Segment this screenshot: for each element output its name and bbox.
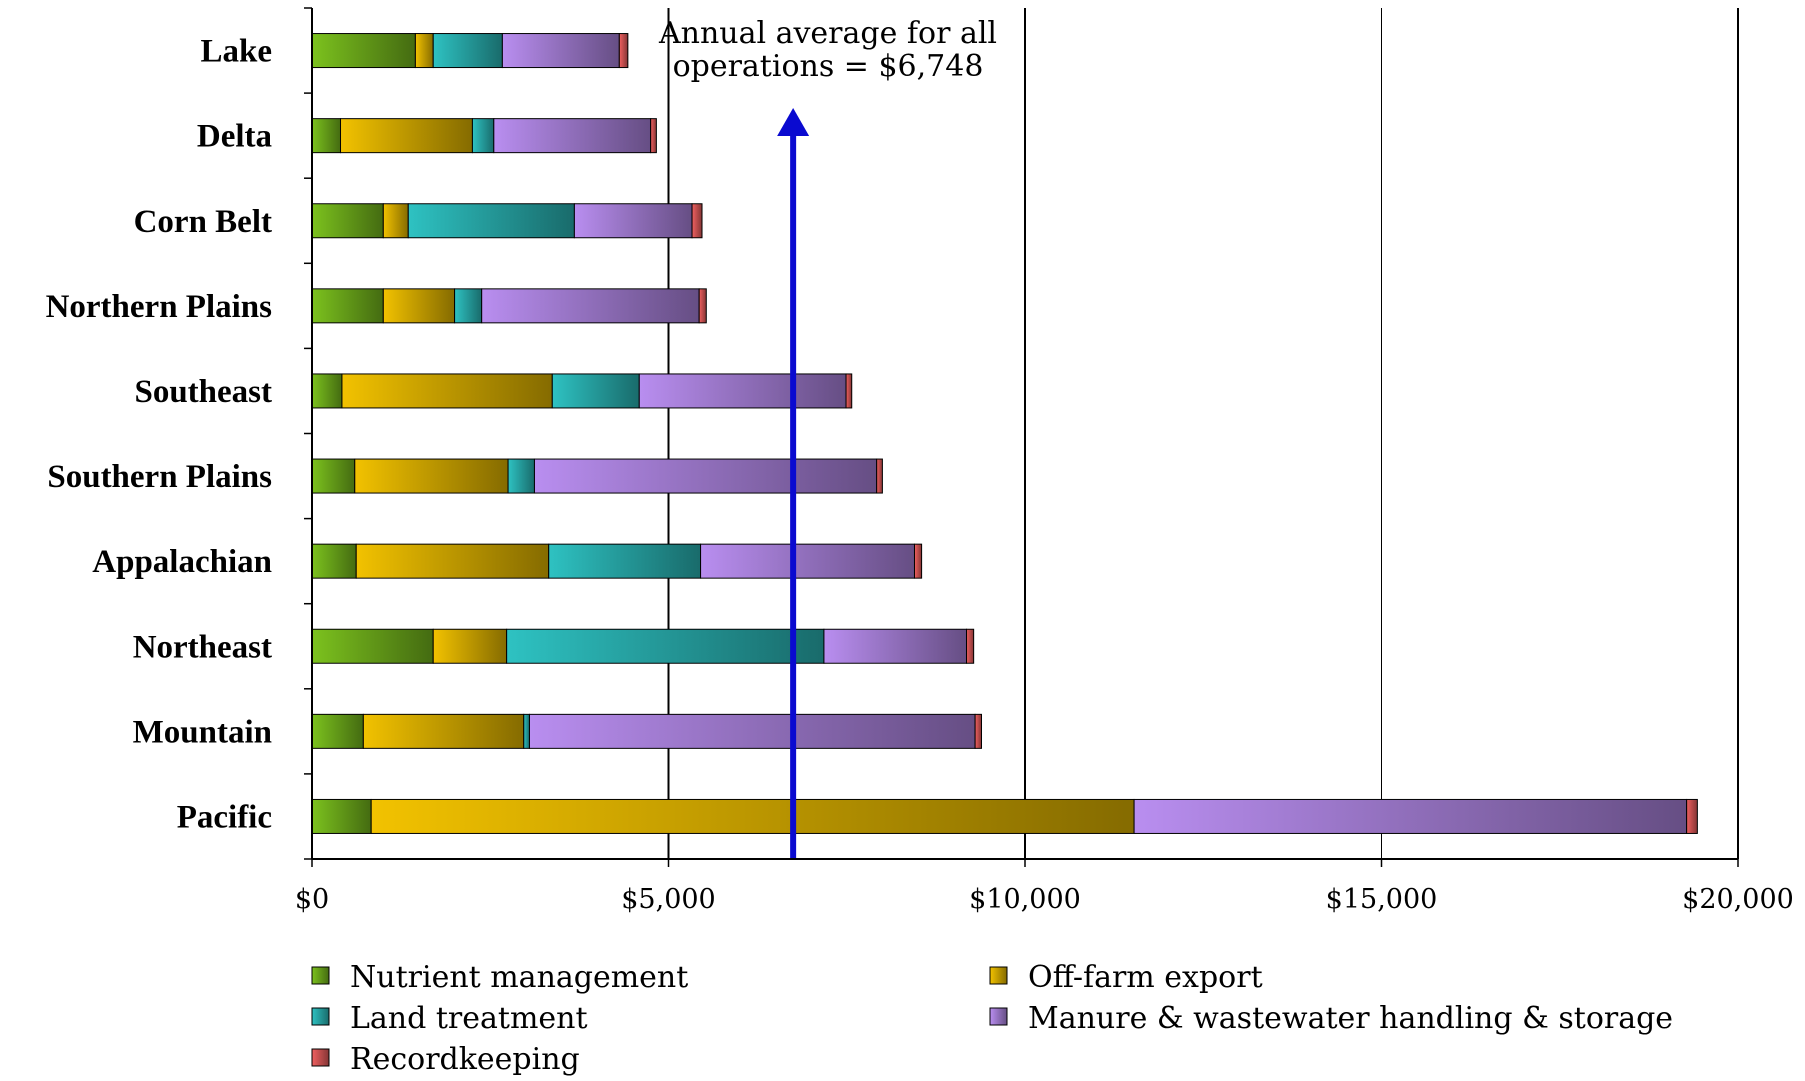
- bar-segment: [876, 458, 883, 494]
- bar-segment: [1686, 798, 1698, 834]
- bar-segment: [507, 458, 535, 494]
- bar-segment: [573, 203, 693, 239]
- bar-segment: [311, 118, 342, 154]
- bar-segment: [432, 33, 503, 69]
- bar-segment: [355, 543, 550, 579]
- bar-segment: [506, 628, 825, 664]
- bar-segment: [551, 373, 640, 409]
- bar-segment: [548, 543, 702, 579]
- category-label: Pacific: [177, 799, 272, 835]
- annotation-text: operations = $6,748: [673, 49, 984, 84]
- category-label: Lake: [200, 34, 272, 70]
- bar-segment: [650, 118, 657, 154]
- bar-segment: [454, 288, 483, 324]
- bar-segment: [311, 713, 364, 749]
- category-label: Appalachian: [92, 544, 272, 580]
- legend-swatch: [311, 1007, 330, 1026]
- legend-swatch: [989, 1007, 1008, 1026]
- bar-segment: [311, 373, 343, 409]
- legend-label: Recordkeeping: [350, 1042, 580, 1077]
- bar-segment: [362, 713, 525, 749]
- bar-segment: [700, 543, 915, 579]
- x-tick-label: $20,000: [1682, 884, 1794, 915]
- bar-segment: [533, 458, 878, 494]
- bar-segment: [354, 458, 509, 494]
- bar-segment: [370, 798, 1135, 834]
- bar-segment: [382, 288, 456, 324]
- x-tick-label: $10,000: [969, 884, 1081, 915]
- bar-segment: [845, 373, 853, 409]
- average-arrow-head: [777, 108, 810, 136]
- bar-segment: [340, 118, 473, 154]
- bar-segment: [311, 798, 372, 834]
- bar-segment: [528, 713, 976, 749]
- category-label: Corn Belt: [134, 204, 272, 240]
- legend-label: Nutrient management: [350, 960, 688, 995]
- x-tick-label: $0: [295, 884, 329, 915]
- legend-label: Off-farm export: [1028, 960, 1263, 995]
- bar-segment: [523, 713, 530, 749]
- legend-swatch: [311, 966, 330, 985]
- bar-segment: [698, 288, 707, 324]
- x-tick-label: $15,000: [1326, 884, 1438, 915]
- legend: Nutrient management Off-farm export Land t…: [311, 960, 1673, 1077]
- bar-segment: [341, 373, 553, 409]
- bar-segment: [311, 203, 384, 239]
- category-labels: Lake Delta Corn Belt Northern Plains Southea…: [46, 34, 273, 836]
- category-label: Northern Plains: [46, 289, 273, 325]
- bar-segment: [311, 458, 356, 494]
- bar-segment: [974, 713, 983, 749]
- bar-segment: [311, 288, 384, 324]
- bars: [311, 33, 1698, 834]
- bar-segment: [501, 33, 620, 69]
- bar-segment: [966, 628, 975, 664]
- bar-segment: [432, 628, 508, 664]
- legend-label: Manure & wastewater handling & storage: [1028, 1001, 1673, 1036]
- bar-segment: [414, 33, 434, 69]
- annotation-text: Annual average for all: [658, 16, 997, 51]
- category-label: Southern Plains: [47, 459, 272, 495]
- x-tick-labels: $0 $5,000 $10,000 $15,000 $20,000: [295, 884, 1794, 915]
- bar-segment: [311, 628, 434, 664]
- bar-segment: [638, 373, 847, 409]
- category-label: Northeast: [133, 629, 272, 665]
- bar-segment: [913, 543, 923, 579]
- category-label: Southeast: [134, 374, 272, 410]
- category-label: Delta: [197, 119, 272, 155]
- bar-segment: [823, 628, 968, 664]
- bar-segment: [382, 203, 409, 239]
- bar-segment: [493, 118, 652, 154]
- bar-segment: [1133, 798, 1688, 834]
- legend-swatch: [311, 1048, 330, 1067]
- category-label: Mountain: [133, 714, 272, 750]
- legend-label: Land treatment: [350, 1001, 588, 1036]
- bar-segment: [407, 203, 575, 239]
- axes: [304, 7, 1739, 867]
- bar-segment: [471, 118, 495, 154]
- legend-swatch: [989, 966, 1008, 985]
- bar-segment: [481, 288, 700, 324]
- bar-segment: [691, 203, 703, 239]
- bar-segment: [618, 33, 629, 69]
- bar-segment: [311, 543, 357, 579]
- bar-segment: [311, 33, 416, 69]
- x-tick-label: $5,000: [621, 884, 715, 915]
